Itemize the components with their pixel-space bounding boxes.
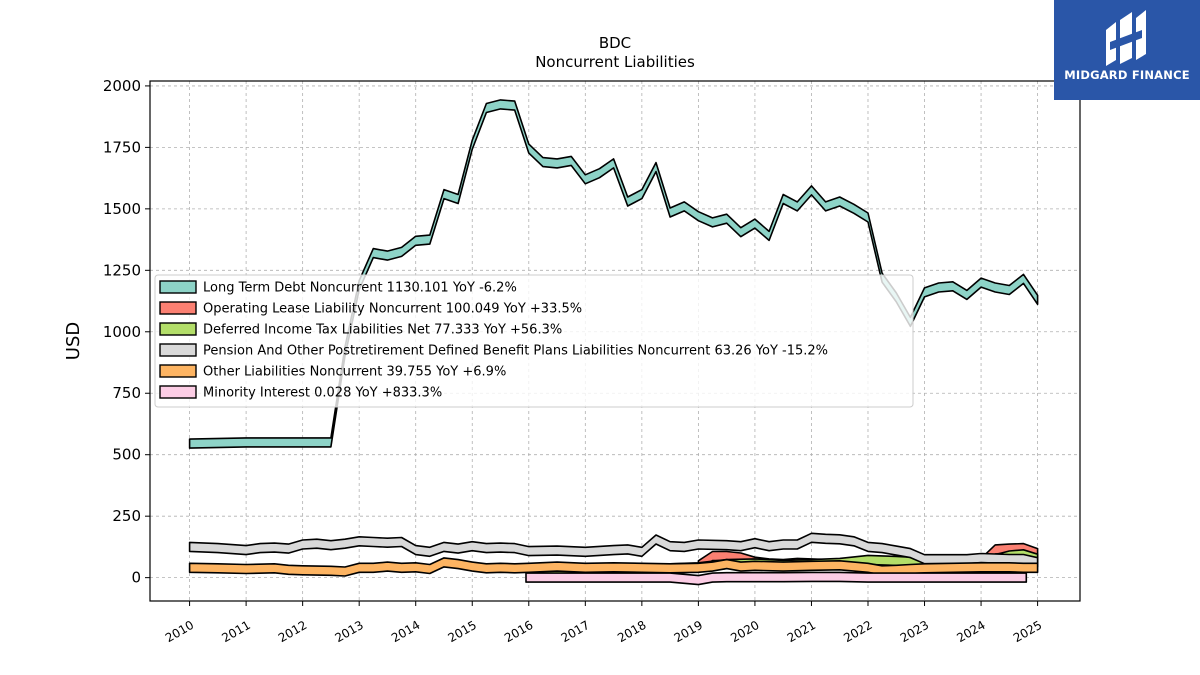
x-tick-label: 2021 <box>785 618 818 645</box>
y-tick-label: 250 <box>112 507 141 525</box>
x-tick-label: 2010 <box>163 618 196 645</box>
x-tick-label: 2018 <box>615 618 648 645</box>
y-axis-label: USD <box>63 322 84 360</box>
y-tick-label: 1500 <box>103 200 141 218</box>
x-tick-label: 2023 <box>898 618 931 645</box>
x-tick-label: 2019 <box>672 618 705 645</box>
legend-swatch <box>159 385 197 399</box>
x-tick-label: 2013 <box>332 618 365 645</box>
legend-entry: Long Term Debt Noncurrent 1130.101 YoY -… <box>203 281 517 296</box>
legend-entry: Minority Interest 0.028 YoY +833.3% <box>203 386 442 401</box>
x-tick-label: 2011 <box>219 618 252 645</box>
series-area-0 <box>188 99 1039 449</box>
brand-logo: MIDGARD FINANCE <box>1054 0 1200 100</box>
y-axis: 0 250 500 750 1000 1250 1500 1750 2000 <box>103 77 150 587</box>
legend: Long Term Debt Noncurrent 1130.101 YoY -… <box>154 274 914 408</box>
legend-box <box>154 274 914 408</box>
series-layer <box>188 99 1039 586</box>
x-tick-label: 2024 <box>954 618 987 645</box>
chart-title: BDC <box>599 34 631 52</box>
legend-swatch <box>159 364 197 378</box>
x-axis: 2010 2011 2012 2013 2014 2015 2016 2017 2018 2019… <box>163 601 1044 645</box>
x-tick-label: 2017 <box>559 618 592 645</box>
legend-swatch <box>159 280 197 294</box>
legend-swatch <box>159 322 197 336</box>
series-area-5 <box>525 571 1028 586</box>
y-tick-label: 750 <box>112 384 141 402</box>
x-tick-label: 2014 <box>389 618 422 645</box>
x-tick-label: 2020 <box>728 618 761 645</box>
y-tick-label: 1750 <box>103 138 141 156</box>
y-tick-label: 0 <box>131 569 141 587</box>
x-tick-label: 2012 <box>276 618 309 645</box>
x-tick-label: 2016 <box>502 618 535 645</box>
legend-entry: Pension And Other Postretirement Defined… <box>203 344 828 359</box>
legend-entry: Deferred Income Tax Liabilities Net 77.3… <box>203 323 562 338</box>
chart-subtitle: Noncurrent Liabilities <box>535 53 695 71</box>
midgard-logo-icon <box>1106 10 1146 66</box>
x-tick-label: 2022 <box>841 618 874 645</box>
y-tick-label: 1250 <box>103 261 141 279</box>
y-tick-label: 2000 <box>103 77 141 95</box>
legend-entry: Operating Lease Liability Noncurrent 100… <box>203 302 582 317</box>
x-tick-label: 2025 <box>1011 618 1044 645</box>
legend-entry: Other Liabilities Noncurrent 39.755 YoY … <box>203 365 506 380</box>
x-tick-label: 2015 <box>446 618 479 645</box>
series-area-4 <box>188 557 1039 577</box>
brand-name: MIDGARD FINANCE <box>1064 68 1190 82</box>
legend-swatch <box>159 301 197 315</box>
y-tick-label: 1000 <box>103 323 141 341</box>
plot-frame <box>149 80 1081 602</box>
legend-swatch <box>159 343 197 357</box>
y-tick-label: 500 <box>112 446 141 464</box>
